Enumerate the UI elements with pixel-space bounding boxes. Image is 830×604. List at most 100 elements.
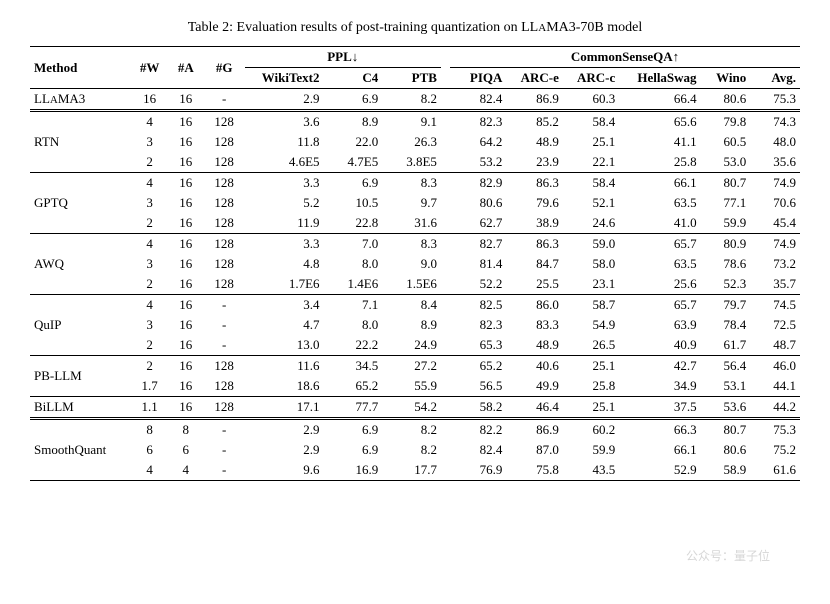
watermark: 公众号：量子位 — [686, 547, 770, 564]
method-cell: QuIP — [30, 295, 132, 356]
cell: 38.9 — [506, 213, 562, 234]
cell: 48.9 — [506, 132, 562, 152]
cell: 40.6 — [506, 356, 562, 377]
cell: 58.4 — [563, 111, 619, 133]
cell: 8 — [132, 419, 168, 441]
cell: 7.0 — [324, 234, 383, 255]
cell: 16 — [168, 89, 204, 111]
cell: 44.1 — [750, 376, 800, 397]
cell: 80.7 — [701, 419, 751, 441]
cell: 2 — [132, 213, 168, 234]
cell: 16 — [168, 213, 204, 234]
col-wikitext2: WikiText2 — [245, 68, 324, 89]
cell: 1.1 — [132, 397, 168, 419]
cell: 4 — [132, 234, 168, 255]
cell: 34.9 — [619, 376, 700, 397]
cell: 2.9 — [245, 89, 324, 111]
cell: 22.8 — [324, 213, 383, 234]
cell: 22.0 — [324, 132, 383, 152]
cell: 37.5 — [619, 397, 700, 419]
cell: - — [204, 295, 245, 316]
cell: 3.3 — [245, 173, 324, 194]
cell: 59.0 — [563, 234, 619, 255]
cell: - — [204, 460, 245, 481]
table-row: PB-LLM21612811.634.527.265.240.625.142.7… — [30, 356, 800, 377]
cell: 77.1 — [701, 193, 751, 213]
cell: 16 — [168, 295, 204, 316]
cell: 46.0 — [750, 356, 800, 377]
cell: 70.6 — [750, 193, 800, 213]
table-row: 44-9.616.917.776.975.843.552.958.961.6 — [30, 460, 800, 481]
cell: 17.1 — [245, 397, 324, 419]
cell: 2.9 — [245, 419, 324, 441]
method-cell: GPTQ — [30, 173, 132, 234]
cell: 75.2 — [750, 440, 800, 460]
cell: 8.0 — [324, 254, 383, 274]
cell: 74.5 — [750, 295, 800, 316]
cell: 72.5 — [750, 315, 800, 335]
cell: 48.9 — [506, 335, 562, 356]
cell: 2.9 — [245, 440, 324, 460]
cell: 8.9 — [382, 315, 441, 335]
cell: 54.2 — [382, 397, 441, 419]
cell: 82.9 — [450, 173, 506, 194]
cell: 62.7 — [450, 213, 506, 234]
cell: 6.9 — [324, 89, 383, 111]
method-cell: BiLLM — [30, 397, 132, 419]
cell: 13.0 — [245, 335, 324, 356]
cell: 49.9 — [506, 376, 562, 397]
cell: 86.9 — [506, 419, 562, 441]
cell: 25.8 — [619, 152, 700, 173]
cell: 2 — [132, 274, 168, 295]
cell: 4.6E5 — [245, 152, 324, 173]
cell: 85.2 — [506, 111, 562, 133]
cell: 16 — [168, 193, 204, 213]
cell: 16 — [168, 376, 204, 397]
cell: 82.7 — [450, 234, 506, 255]
cell: - — [204, 335, 245, 356]
cell: 64.2 — [450, 132, 506, 152]
cell: 42.7 — [619, 356, 700, 377]
cell: 16 — [168, 111, 204, 133]
cell: 58.0 — [563, 254, 619, 274]
cell: 4 — [132, 460, 168, 481]
cell: 9.6 — [245, 460, 324, 481]
cell: 16 — [168, 356, 204, 377]
cell: 25.8 — [563, 376, 619, 397]
cell: 9.0 — [382, 254, 441, 274]
cell: 4 — [132, 173, 168, 194]
table-row: BiLLM1.11612817.177.754.258.246.425.137.… — [30, 397, 800, 419]
cell: 65.7 — [619, 295, 700, 316]
table-row: 3161285.210.59.780.679.652.163.577.170.6 — [30, 193, 800, 213]
cell: 6.9 — [324, 419, 383, 441]
cell: 8.3 — [382, 234, 441, 255]
cell: 41.1 — [619, 132, 700, 152]
cell: 22.2 — [324, 335, 383, 356]
cell: 87.0 — [506, 440, 562, 460]
cell: 6.9 — [324, 440, 383, 460]
cell: 65.7 — [619, 234, 700, 255]
cell: 52.9 — [619, 460, 700, 481]
cell: 128 — [204, 173, 245, 194]
col-piqa: PIQA — [450, 68, 506, 89]
cell: 16 — [168, 254, 204, 274]
table-row: 31612811.822.026.364.248.925.141.160.548… — [30, 132, 800, 152]
cell: 66.1 — [619, 440, 700, 460]
cell: 73.2 — [750, 254, 800, 274]
cell: 53.6 — [701, 397, 751, 419]
cell: 53.1 — [701, 376, 751, 397]
method-cell: RTN — [30, 111, 132, 173]
cell: 63.5 — [619, 254, 700, 274]
cell: 58.7 — [563, 295, 619, 316]
cell: 58.4 — [563, 173, 619, 194]
cell: 56.4 — [701, 356, 751, 377]
cell: 58.2 — [450, 397, 506, 419]
table-row: SmoothQuant88-2.96.98.282.286.960.266.38… — [30, 419, 800, 441]
cell: 8.2 — [382, 89, 441, 111]
cell: 8.9 — [324, 111, 383, 133]
cell: 60.3 — [563, 89, 619, 111]
col-ptb: PTB — [382, 68, 441, 89]
cell: 66.4 — [619, 89, 700, 111]
cell: 23.1 — [563, 274, 619, 295]
table-row: 66-2.96.98.282.487.059.966.180.675.2 — [30, 440, 800, 460]
